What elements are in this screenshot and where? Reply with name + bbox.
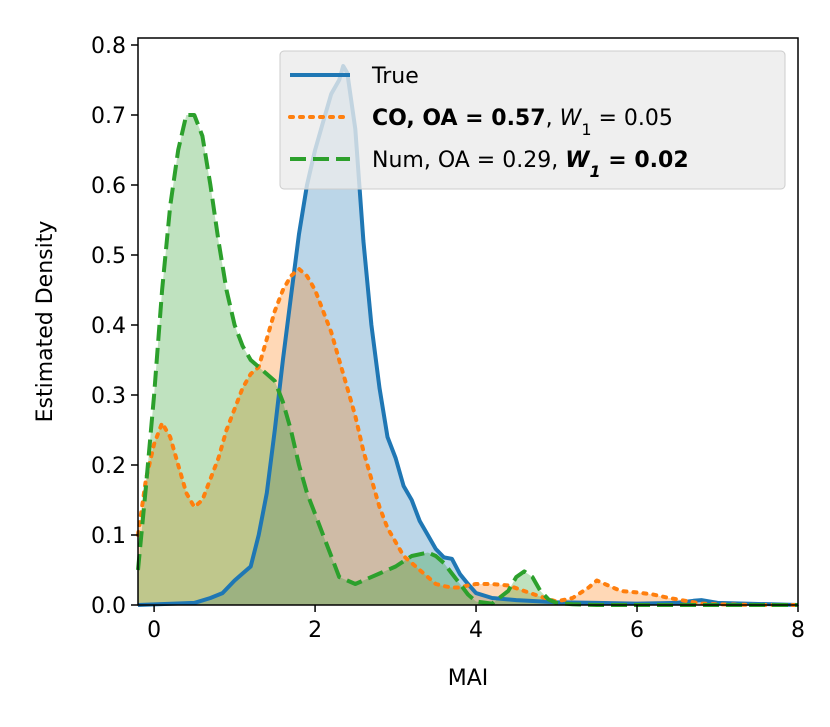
x-tick-label: 6 [630, 618, 644, 643]
y-tick-label: 0.5 [91, 244, 126, 269]
legend-label-part: Num, OA = 0.29, [372, 148, 565, 173]
legend-label-part: CO, OA = 0.57 [372, 106, 546, 131]
legend-label-part: True [371, 64, 419, 89]
y-tick-label: 0.1 [91, 524, 126, 549]
density-fill-co [138, 269, 798, 605]
x-tick-label: 2 [308, 618, 322, 643]
legend-label-co: CO, OA = 0.57, W1 = 0.05 [372, 106, 673, 139]
x-axis-label: MAI [448, 666, 489, 691]
legend-label-part: 1 [589, 162, 600, 181]
density-line-true [137, 64, 799, 607]
legend-label-part: , [546, 106, 560, 131]
x-axis: 0 2 4 6 8 [147, 605, 805, 643]
plot-frame [137, 37, 799, 606]
y-tick-label: 0.7 [91, 104, 126, 129]
legend-box [279, 50, 786, 190]
y-tick-label: 0.0 [91, 594, 126, 619]
density-fill-true [138, 66, 798, 605]
x-tick-label: 0 [147, 618, 161, 643]
density-line-num [136, 113, 798, 607]
y-axis: 0.0 0.1 0.2 0.3 0.4 0.5 0.6 0.7 0.8 [91, 34, 138, 619]
density-lines [136, 64, 800, 607]
x-tick-label: 8 [791, 618, 805, 643]
legend-label-part: = 0.05 [592, 106, 673, 131]
y-tick-label: 0.8 [91, 34, 126, 59]
legend-label-true: True [371, 64, 419, 89]
x-tick-label: 4 [469, 618, 483, 643]
y-tick-label: 0.3 [91, 384, 126, 409]
legend-label-num: Num, OA = 0.29, W1 = 0.02 [372, 148, 689, 181]
legend-label-part: = 0.02 [601, 148, 689, 173]
legend-label-part: 1 [581, 120, 591, 139]
legend-label-part: W [565, 148, 591, 173]
y-tick-label: 0.6 [91, 174, 126, 199]
legend-label-part: W [560, 106, 583, 131]
y-tick-label: 0.4 [91, 314, 126, 339]
y-tick-label: 0.2 [91, 454, 126, 479]
density-line-co [136, 267, 800, 607]
y-axis-label: Estimated Density [33, 221, 58, 423]
